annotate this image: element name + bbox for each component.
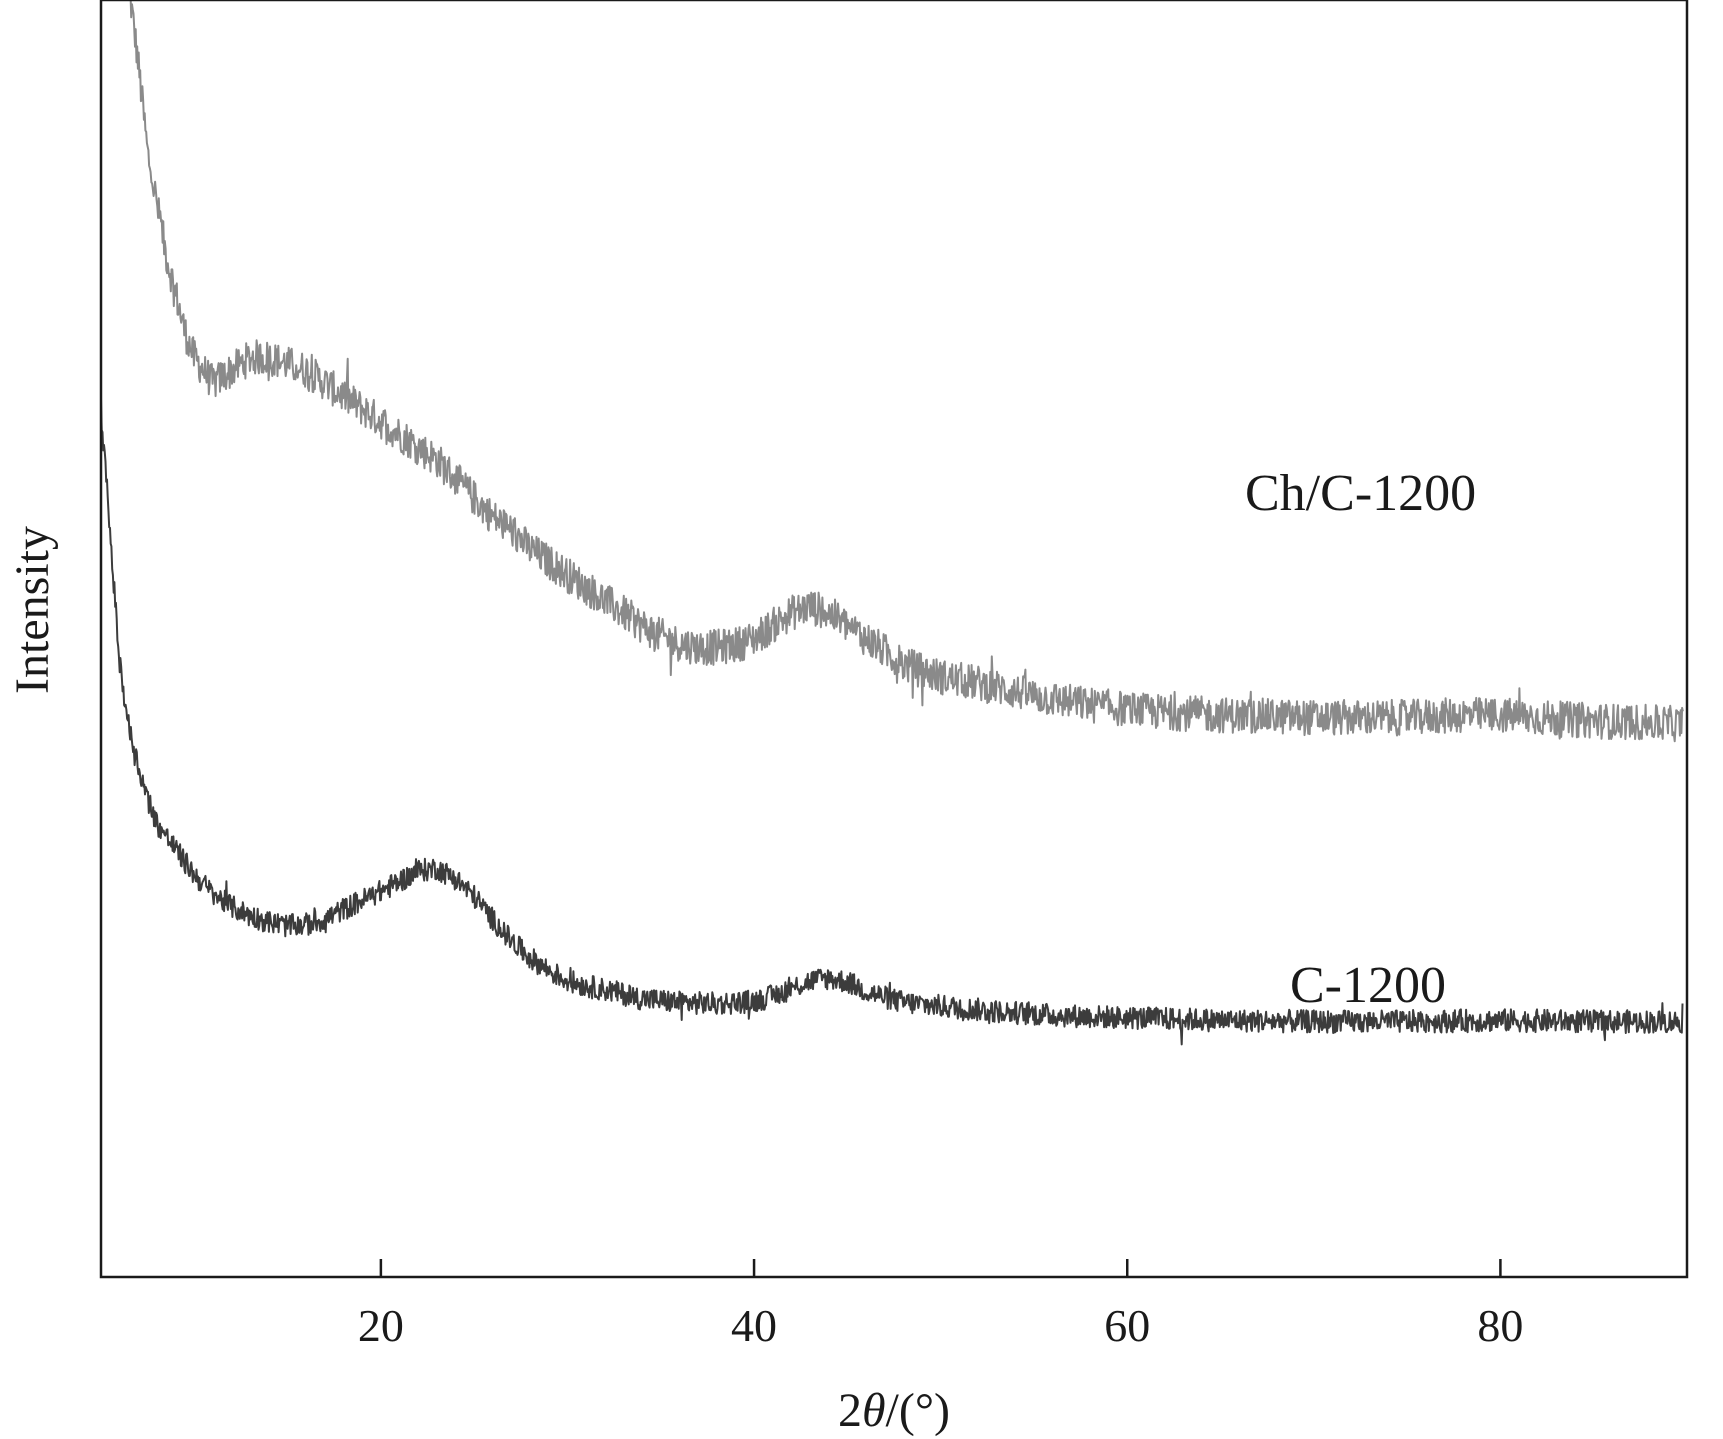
- x-tick-label-60: 60: [1104, 1300, 1150, 1351]
- x-axis-ticks: 20 40 60 80: [358, 1259, 1523, 1351]
- x-tick-label-80: 80: [1477, 1300, 1523, 1351]
- series-layer: [101, 0, 1684, 1046]
- plot-frame: [99, 0, 1689, 1279]
- series-label-c-1200: C-1200: [1290, 957, 1446, 1014]
- series-label-ch-c-1200: Ch/C-1200: [1245, 465, 1476, 522]
- y-axis-title: Intensity: [6, 526, 59, 694]
- x-tick-label-20: 20: [358, 1300, 404, 1351]
- series-line-ch-c-1200: [129, 0, 1684, 743]
- series-line-c-1200: [101, 398, 1684, 1046]
- x-tick-label-40: 40: [731, 1300, 777, 1351]
- x-axis-title: 2θ/(°): [838, 1384, 950, 1437]
